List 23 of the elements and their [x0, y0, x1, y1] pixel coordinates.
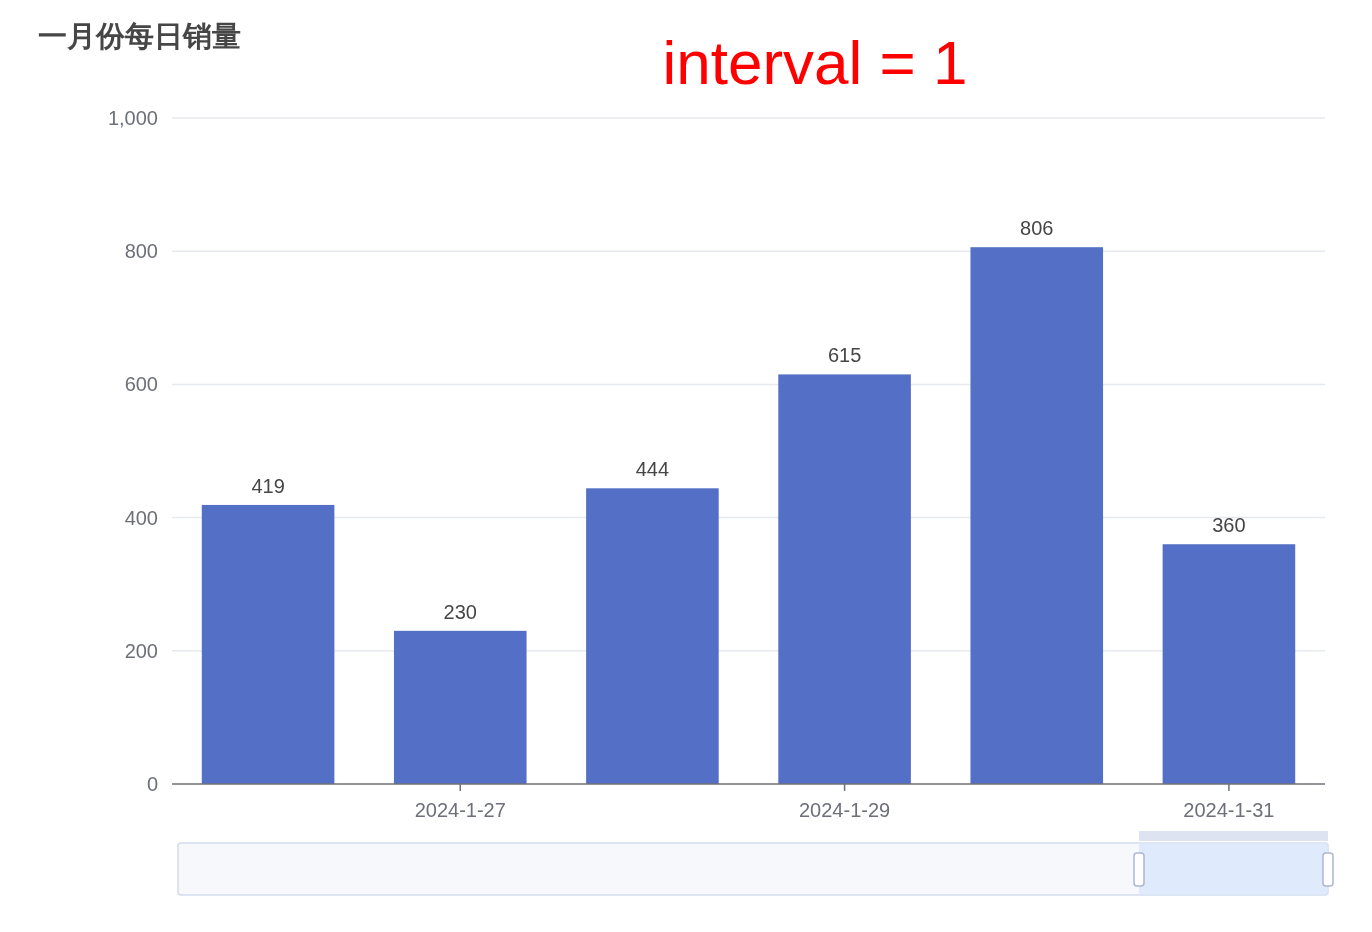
bar [970, 247, 1104, 784]
x-tick-label: 2024-1-27 [414, 799, 506, 821]
y-tick-label: 0 [146, 773, 158, 795]
bar [393, 630, 527, 784]
bar [586, 488, 719, 784]
data-label: 230 [443, 600, 477, 623]
y-tick-label: 1,000 [107, 107, 158, 129]
data-label: 615 [827, 344, 862, 367]
y-tick-label: 200 [124, 639, 158, 662]
text: interval = 1 [662, 28, 968, 97]
bar [1162, 544, 1296, 784]
y-tick-label: 400 [124, 506, 158, 529]
y-tick-label: 600 [124, 373, 158, 396]
data-label: 419 [251, 474, 285, 497]
data-label: 360 [1212, 514, 1246, 537]
bar [201, 504, 335, 784]
bar [778, 374, 911, 784]
data-label: 806 [1020, 217, 1054, 240]
data-label: 444 [635, 458, 670, 481]
y-tick-label: 800 [124, 240, 158, 263]
x-tick-label: 2024-1-29 [798, 799, 891, 821]
x-tick-label: 2024-1-31 [1183, 799, 1275, 821]
chart-title: 一月份每日销量 [38, 20, 241, 52]
